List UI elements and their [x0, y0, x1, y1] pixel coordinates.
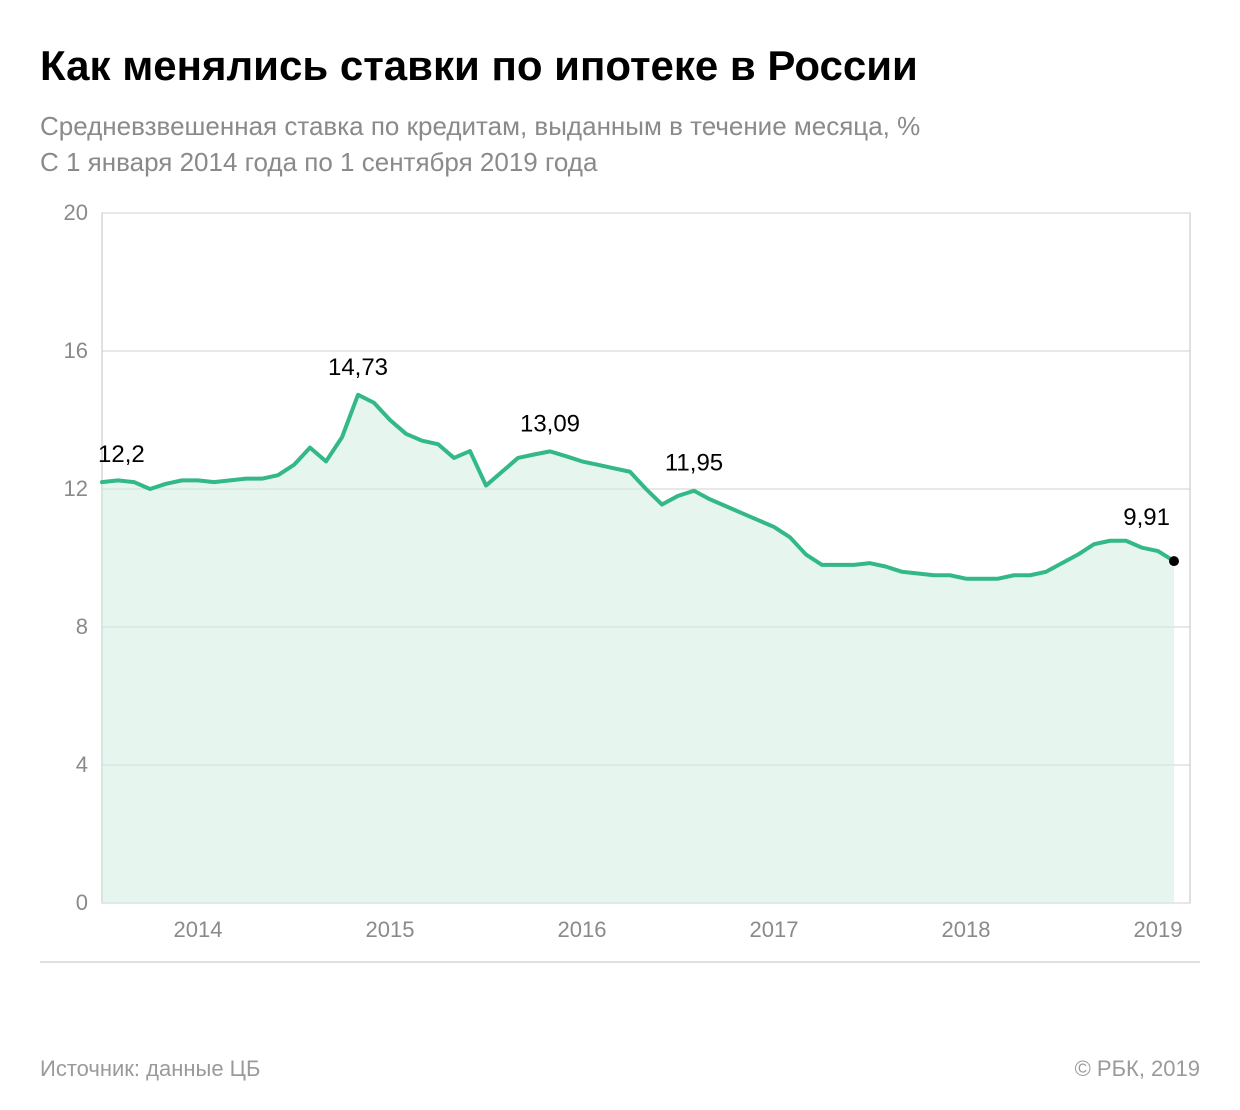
svg-text:0: 0: [76, 890, 88, 915]
svg-text:11,95: 11,95: [665, 450, 723, 477]
chart-subtitle: Средневзвешенная ставка по кредитам, выд…: [40, 108, 1200, 181]
chart-footer: Источник: данные ЦБ © РБК, 2019: [40, 1056, 1200, 1082]
subtitle-line-2: С 1 января 2014 года по 1 сентября 2019 …: [40, 147, 597, 177]
chart-title: Как менялись ставки по ипотеке в России: [40, 42, 1200, 90]
svg-text:2018: 2018: [942, 917, 991, 942]
svg-text:14,73: 14,73: [328, 354, 388, 381]
copyright-text: © РБК, 2019: [1075, 1056, 1200, 1082]
svg-text:20: 20: [64, 203, 88, 225]
source-text: Источник: данные ЦБ: [40, 1056, 260, 1082]
svg-text:4: 4: [76, 752, 88, 777]
chart-card: Как менялись ставки по ипотеке в России …: [0, 0, 1240, 1110]
svg-text:2014: 2014: [174, 917, 223, 942]
svg-text:2017: 2017: [750, 917, 799, 942]
svg-text:2015: 2015: [366, 917, 415, 942]
svg-text:2019: 2019: [1134, 917, 1183, 942]
area-chart-svg: 0 4 8 12 16 20 2014 2015 2016 2017 2018 2019 12,2 14,…: [40, 203, 1200, 963]
chart-plot: 0 4 8 12 16 20 2014 2015 2016 2017 2018 2019 12,2 14,…: [40, 203, 1200, 963]
svg-text:16: 16: [64, 338, 88, 363]
subtitle-line-1: Средневзвешенная ставка по кредитам, выд…: [40, 111, 920, 141]
svg-text:9,91: 9,91: [1123, 504, 1170, 531]
svg-text:12,2: 12,2: [98, 441, 145, 468]
svg-text:12: 12: [64, 476, 88, 501]
svg-text:8: 8: [76, 614, 88, 639]
svg-text:13,09: 13,09: [520, 410, 580, 437]
svg-text:2016: 2016: [558, 917, 607, 942]
